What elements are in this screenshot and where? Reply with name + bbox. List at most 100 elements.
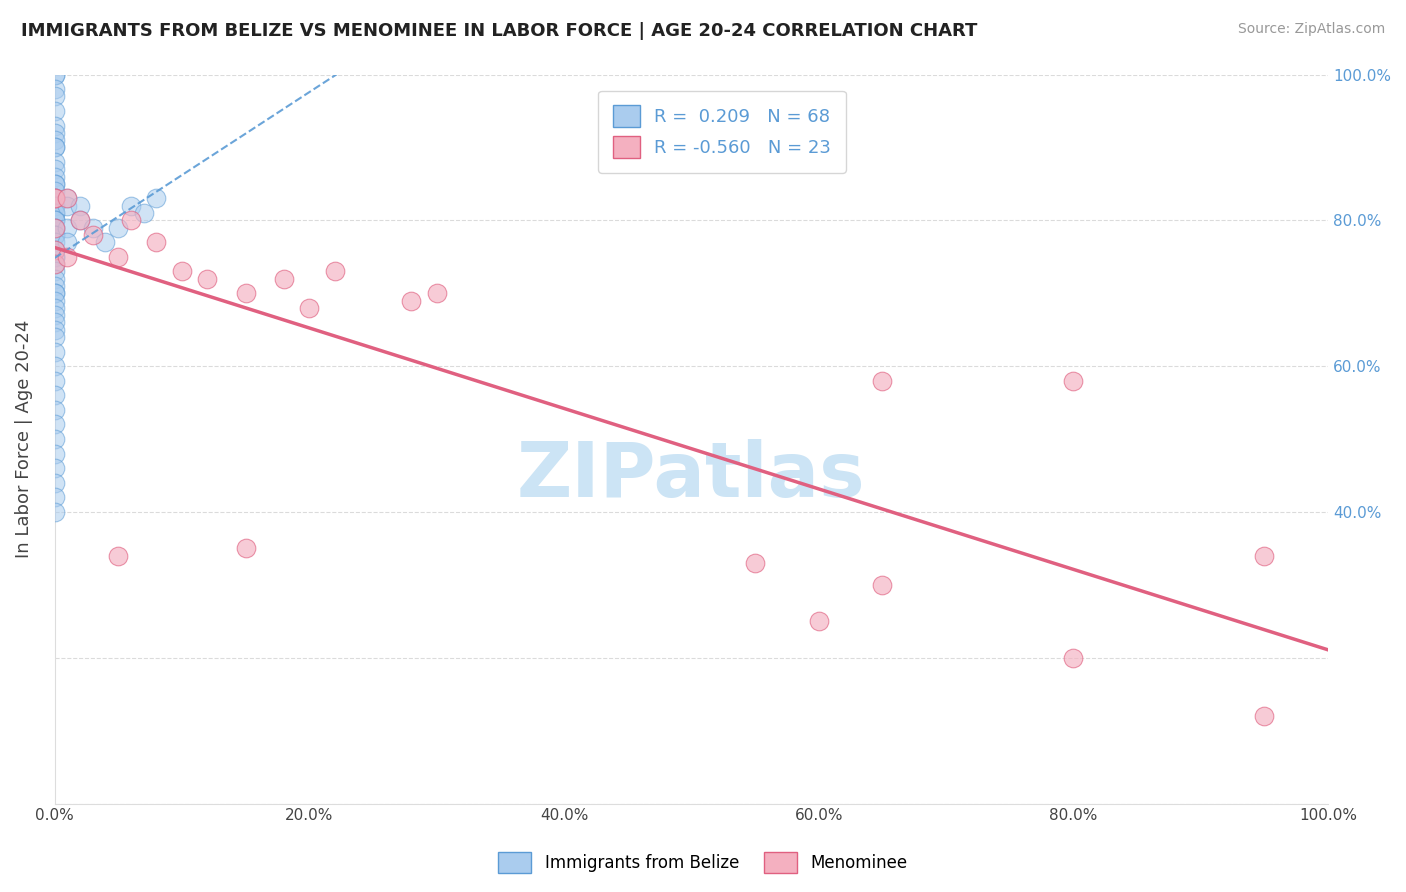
Legend: R =  0.209   N = 68, R = -0.560   N = 23: R = 0.209 N = 68, R = -0.560 N = 23 — [599, 91, 846, 173]
Text: Source: ZipAtlas.com: Source: ZipAtlas.com — [1237, 22, 1385, 37]
Point — [44, 505, 66, 519]
Point — [56, 199, 79, 213]
Point — [44, 184, 66, 198]
Point — [44, 227, 66, 242]
Point — [44, 293, 66, 308]
Point — [44, 227, 66, 242]
Point — [426, 286, 449, 301]
Point — [44, 213, 66, 227]
Point — [298, 301, 321, 315]
Point — [44, 220, 66, 235]
Point — [44, 359, 66, 373]
Point — [132, 206, 155, 220]
Point — [44, 220, 66, 235]
Point — [44, 264, 66, 278]
Text: ZIPatlas: ZIPatlas — [517, 439, 866, 513]
Point — [44, 140, 66, 154]
Point — [107, 549, 129, 563]
Legend: Immigrants from Belize, Menominee: Immigrants from Belize, Menominee — [492, 846, 914, 880]
Point — [44, 220, 66, 235]
Point — [399, 293, 422, 308]
Point — [44, 315, 66, 329]
Point — [56, 191, 79, 205]
Point — [44, 213, 66, 227]
Point — [44, 162, 66, 177]
Point — [1062, 374, 1084, 388]
Point — [56, 250, 79, 264]
Point — [94, 235, 117, 250]
Point — [82, 227, 104, 242]
Point — [44, 206, 66, 220]
Point — [44, 432, 66, 446]
Point — [1062, 650, 1084, 665]
Point — [44, 199, 66, 213]
Text: IMMIGRANTS FROM BELIZE VS MENOMINEE IN LABOR FORCE | AGE 20-24 CORRELATION CHART: IMMIGRANTS FROM BELIZE VS MENOMINEE IN L… — [21, 22, 977, 40]
Y-axis label: In Labor Force | Age 20-24: In Labor Force | Age 20-24 — [15, 320, 32, 558]
Point — [44, 68, 66, 82]
Point — [44, 475, 66, 490]
Point — [44, 330, 66, 344]
Point — [44, 388, 66, 402]
Point — [69, 213, 91, 227]
Point — [107, 220, 129, 235]
Point — [120, 199, 142, 213]
Point — [44, 133, 66, 147]
Point — [56, 191, 79, 205]
Point — [44, 191, 66, 205]
Point — [69, 199, 91, 213]
Point — [44, 243, 66, 257]
Point — [44, 257, 66, 271]
Point — [44, 206, 66, 220]
Point — [44, 250, 66, 264]
Point — [56, 235, 79, 250]
Point — [44, 417, 66, 432]
Point — [195, 271, 218, 285]
Point — [44, 191, 66, 205]
Point — [44, 323, 66, 337]
Point — [82, 220, 104, 235]
Point — [44, 286, 66, 301]
Point — [323, 264, 346, 278]
Point — [1253, 709, 1275, 723]
Point — [872, 374, 894, 388]
Point — [44, 374, 66, 388]
Point — [273, 271, 295, 285]
Point — [107, 250, 129, 264]
Point — [1253, 549, 1275, 563]
Point — [44, 344, 66, 359]
Point — [44, 243, 66, 257]
Point — [145, 191, 167, 205]
Point — [44, 68, 66, 82]
Point — [44, 257, 66, 271]
Point — [44, 82, 66, 96]
Point — [44, 403, 66, 417]
Point — [44, 447, 66, 461]
Point — [44, 191, 66, 205]
Point — [44, 155, 66, 169]
Point — [44, 169, 66, 184]
Point — [44, 103, 66, 118]
Point — [44, 177, 66, 191]
Point — [872, 578, 894, 592]
Point — [44, 286, 66, 301]
Point — [44, 126, 66, 140]
Point — [44, 119, 66, 133]
Point — [44, 177, 66, 191]
Point — [44, 301, 66, 315]
Point — [44, 191, 66, 205]
Point — [807, 615, 830, 629]
Point — [44, 308, 66, 322]
Point — [744, 556, 766, 570]
Point — [44, 461, 66, 475]
Point — [120, 213, 142, 227]
Point — [235, 286, 257, 301]
Point — [44, 140, 66, 154]
Point — [235, 541, 257, 556]
Point — [44, 235, 66, 250]
Point — [69, 213, 91, 227]
Point — [44, 89, 66, 103]
Point — [44, 199, 66, 213]
Point — [145, 235, 167, 250]
Point — [44, 250, 66, 264]
Point — [44, 491, 66, 505]
